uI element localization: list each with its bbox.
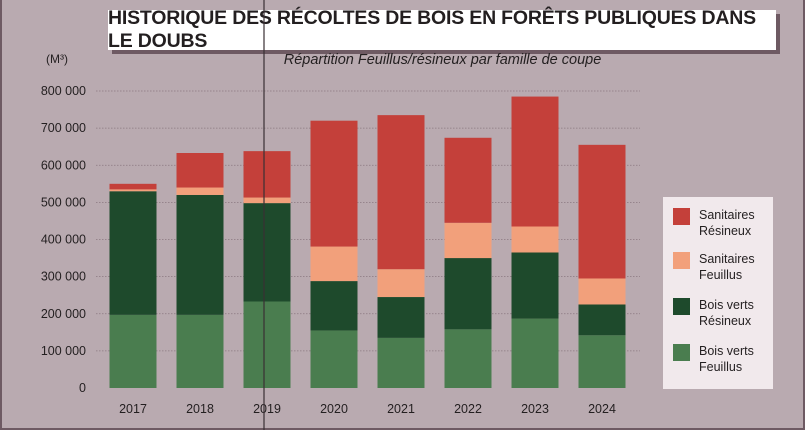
y-axis: 0 100 000 200 000 300 000 400 000 500 000 600 … [41,84,86,395]
legend-label-sanitaires-resineux: Sanitaires Résineux [699,208,755,238]
legend-swatch-bois-verts-resineux [673,298,690,315]
legend-item-bois-verts-resineux: Bois verts Résineux [673,297,769,329]
chart-subtitle: Répartition Feuillus/résineux par famill… [283,52,602,68]
bar-bois-verts-resineux-2021 [377,297,425,338]
bar-stack-2023 [511,96,559,388]
x-tick-label: 2017 [119,402,147,416]
bar-sanitaires-resineux-2018 [176,152,224,188]
y-tick-label: 100 000 [41,344,86,358]
y-tick-label: 400 000 [41,233,86,247]
bar-bois-verts-feuillus-2017 [109,314,157,388]
y-tick-label: 700 000 [41,121,86,135]
bar-sanitaires-feuillus-2019 [243,197,291,204]
bar-sanitaires-resineux-2020 [310,120,358,247]
legend-label-sanitaires-feuillus: Sanitaires Feuillus [699,252,755,282]
y-tick-label: 200 000 [41,307,86,321]
bar-sanitaires-feuillus-2023 [511,226,559,253]
y-axis-unit: (M³) [46,52,68,66]
bar-bois-verts-resineux-2024 [578,304,626,336]
bar-sanitaires-feuillus-2022 [444,222,492,259]
y-tick-label: 600 000 [41,158,86,172]
bar-sanitaires-feuillus-2020 [310,246,358,282]
bar-sanitaires-feuillus-2024 [578,278,626,305]
chart-title: HISTORIQUE DES RÉCOLTES DE BOIS EN FORÊT… [108,7,756,52]
bars [109,96,626,388]
bar-sanitaires-resineux-2024 [578,144,626,279]
x-tick-label: 2024 [588,402,616,416]
bar-sanitaires-feuillus-2017 [109,189,157,192]
bar-bois-verts-feuillus-2022 [444,329,492,388]
x-tick-label: 2022 [454,402,482,416]
x-tick-label: 2019 [253,402,281,416]
bar-bois-verts-resineux-2022 [444,258,492,330]
bar-bois-verts-resineux-2023 [511,252,559,319]
title-box: HISTORIQUE DES RÉCOLTES DE BOIS EN FORÊT… [108,7,776,52]
legend-swatch-sanitaires-feuillus [673,252,690,269]
bar-sanitaires-feuillus-2018 [176,187,224,195]
legend-item-sanitaires-resineux: Sanitaires Résineux [673,207,769,239]
legend: Sanitaires Résineux Sanitaires Feuillus … [662,196,774,390]
bar-sanitaires-resineux-2021 [377,115,425,270]
y-tick-label: 800 000 [41,84,86,98]
bar-stack-2017 [109,183,157,388]
bar-bois-verts-resineux-2020 [310,281,358,331]
y-tick-label: 500 000 [41,195,86,209]
bar-sanitaires-resineux-2022 [444,137,492,223]
y-tick-label: 300 000 [41,270,86,284]
bar-bois-verts-feuillus-2020 [310,330,358,388]
bar-sanitaires-resineux-2023 [511,96,559,227]
legend-swatch-bois-verts-feuillus [673,344,690,361]
x-tick-label: 2018 [186,402,214,416]
y-tick-label: 0 [79,381,86,395]
x-tick-label: 2020 [320,402,348,416]
bar-bois-verts-feuillus-2023 [511,318,559,388]
bar-stack-2021 [377,115,425,388]
bar-stack-2022 [444,137,492,388]
bar-sanitaires-resineux-2019 [243,151,291,198]
bar-bois-verts-feuillus-2024 [578,335,626,388]
bar-stack-2020 [310,120,358,388]
bar-stack-2024 [578,144,626,388]
bar-sanitaires-feuillus-2021 [377,269,425,298]
bar-bois-verts-resineux-2017 [109,191,157,315]
legend-swatch-sanitaires-resineux [673,208,690,225]
x-tick-label: 2021 [387,402,415,416]
bar-bois-verts-feuillus-2021 [377,337,425,388]
bar-bois-verts-feuillus-2018 [176,314,224,388]
legend-item-bois-verts-feuillus: Bois verts Feuillus [673,343,769,375]
legend-label-bois-verts-resineux: Bois verts Résineux [699,298,754,328]
legend-item-sanitaires-feuillus: Sanitaires Feuillus [673,251,769,283]
legend-label-bois-verts-feuillus: Bois verts Feuillus [699,344,754,374]
bar-bois-verts-resineux-2018 [176,194,224,315]
bar-stack-2019 [243,151,291,388]
x-tick-label: 2023 [521,402,549,416]
bar-bois-verts-feuillus-2019 [243,301,291,388]
bar-bois-verts-resineux-2019 [243,203,291,302]
bar-sanitaires-resineux-2017 [109,183,157,190]
bar-stack-2018 [176,152,224,388]
x-axis: 2017 2018 2019 2020 2021 2022 2023 2024 [119,402,616,416]
